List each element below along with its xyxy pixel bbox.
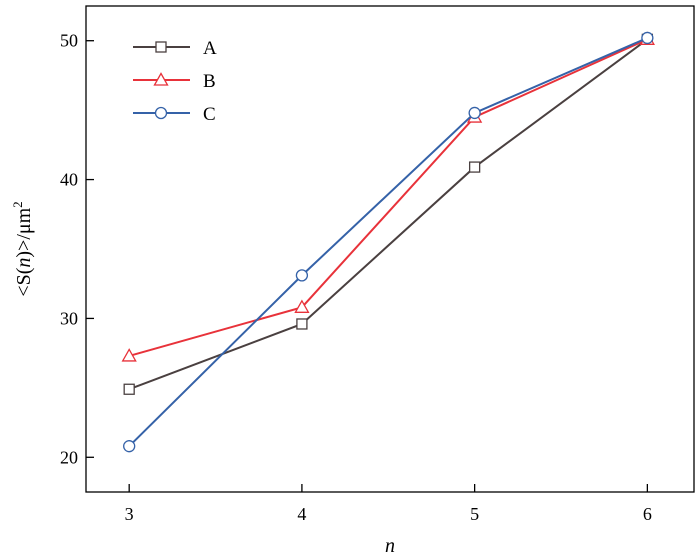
series-layer	[121, 31, 655, 453]
y-tick-label: 50	[60, 31, 78, 51]
data-point	[296, 318, 308, 330]
data-point	[641, 31, 654, 45]
legend-item-b: B	[133, 71, 216, 92]
y-tick-label: 30	[60, 308, 78, 328]
legend-label: C	[203, 104, 216, 125]
series-line	[128, 37, 648, 447]
x-tick-label: 5	[470, 504, 479, 524]
data-point	[294, 299, 310, 313]
x-tick-label: 4	[297, 504, 306, 524]
series-a	[123, 33, 654, 395]
plot-frame	[85, 5, 695, 493]
series-line	[128, 38, 648, 391]
legend-item-c: C	[133, 104, 216, 125]
series-line	[128, 38, 648, 357]
legend-label: A	[203, 38, 217, 59]
series-c	[123, 31, 654, 453]
data-point	[295, 269, 309, 282]
x-axis-ticks: 3 4 5 6	[125, 484, 652, 524]
legend-marker	[153, 72, 169, 86]
legend-item-a: A	[133, 38, 217, 59]
y-axis-label-suffix: )>/μm	[13, 207, 35, 257]
y-axis-label-prefix: <S(	[13, 267, 35, 296]
data-point	[123, 383, 135, 395]
legend-marker	[155, 41, 167, 53]
data-point	[121, 348, 137, 362]
y-axis-ticks: 20 30 40 50	[60, 31, 94, 467]
x-tick-label: 3	[125, 504, 134, 524]
legend: ABC	[133, 38, 217, 125]
y-tick-label: 20	[60, 447, 78, 467]
legend-label: B	[203, 71, 216, 92]
x-axis-label: n	[385, 535, 395, 557]
y-axis-label-variable: n	[13, 258, 35, 268]
y-axis-label: <S(n)>/μm2	[10, 201, 35, 296]
data-point	[468, 106, 481, 120]
legend-marker	[154, 106, 168, 120]
y-tick-label: 40	[60, 170, 78, 190]
data-point	[123, 440, 136, 453]
x-tick-label: 6	[643, 504, 652, 524]
data-point	[468, 161, 481, 173]
y-axis-label-superscript: 2	[10, 201, 25, 208]
